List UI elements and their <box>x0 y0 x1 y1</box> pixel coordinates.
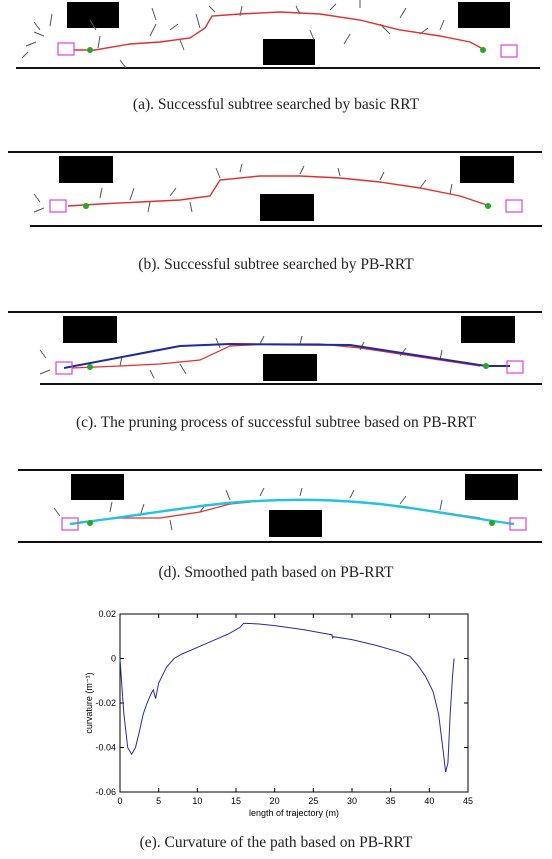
rrt-path <box>74 11 486 51</box>
node-dot <box>87 364 93 370</box>
node-dot <box>483 363 489 369</box>
caption-e: (e). Curvature of the path based on PB-R… <box>139 834 413 851</box>
y-axis-label: curvature (m⁻¹) <box>84 672 94 733</box>
obstacle <box>263 354 317 381</box>
y-tick-label: 0 <box>111 654 116 664</box>
y-tick-label: 0.02 <box>98 609 116 619</box>
obstacle <box>458 2 510 28</box>
rrt-scene-a <box>16 0 540 69</box>
node-dot <box>83 203 89 209</box>
obstacle <box>63 316 117 343</box>
rrt-path <box>67 175 491 207</box>
obstacle <box>67 2 119 28</box>
x-axis-label: length of trajectory (m) <box>249 808 339 818</box>
caption-b: (b). Successful subtree searched by PB-R… <box>138 256 414 273</box>
search-tree <box>33 163 453 213</box>
start-marker <box>55 361 73 375</box>
rrt-scene-c <box>8 311 542 385</box>
start-marker <box>57 42 75 56</box>
obstacle <box>465 474 518 500</box>
plot-area <box>119 613 469 793</box>
figure-b <box>0 148 552 234</box>
y-tick-label: -0.06 <box>95 787 116 797</box>
x-tick-label: 10 <box>192 796 202 806</box>
goal-marker <box>500 44 518 58</box>
node-dot <box>87 47 93 53</box>
obstacle <box>260 194 314 221</box>
figure-d <box>0 466 552 546</box>
x-tick-label: 35 <box>386 796 396 806</box>
smoothed-path <box>69 498 515 526</box>
obstacle <box>460 156 514 183</box>
y-tick-label: -0.02 <box>95 698 116 708</box>
x-axis-ticks: 0 5 10 15 20 25 30 35 40 45 <box>117 614 473 806</box>
x-tick-label: 20 <box>270 796 280 806</box>
x-tick-label: 25 <box>308 796 318 806</box>
caption-c: (c). The pruning process of successful s… <box>76 414 476 431</box>
rrt-scene-b <box>8 151 542 227</box>
curvature-chart-svg: 0.020-0.02-0.04-0.06 0 5 10 15 20 25 30 35 40 45 … <box>84 609 473 818</box>
goal-marker <box>505 199 523 213</box>
search-tree <box>21 0 445 69</box>
obstacle <box>461 316 515 343</box>
curvature-series-line <box>119 622 455 773</box>
obstacle <box>59 156 113 183</box>
search-tree <box>53 487 443 531</box>
node-dot <box>87 520 93 526</box>
obstacle <box>263 39 315 65</box>
figure-a <box>0 0 552 72</box>
x-tick-label: 5 <box>156 796 161 806</box>
goal-marker <box>509 517 527 531</box>
node-dot <box>489 520 495 526</box>
caption-a: (a). Successful subtree searched by basi… <box>132 96 420 113</box>
obstacle <box>71 474 124 500</box>
caption-d: (d). Smoothed path based on PB-RRT <box>158 564 394 581</box>
node-dot <box>480 47 486 53</box>
curvature-chart: 0.02 0 -0.02 -0.04 -0.06 0 5 10 15 20 25 30 35 40 45 … <box>0 600 552 820</box>
figure-c <box>0 308 552 388</box>
x-tick-label: 0 <box>117 796 122 806</box>
start-marker <box>49 199 67 213</box>
y-tick-label: -0.04 <box>95 743 116 753</box>
x-tick-label: 40 <box>424 796 434 806</box>
start-marker <box>61 517 79 531</box>
x-tick-label: 45 <box>463 796 473 806</box>
pruned-path <box>63 342 510 369</box>
x-tick-label: 30 <box>347 796 357 806</box>
goal-marker <box>506 360 524 374</box>
rrt-scene-d <box>18 469 542 543</box>
obstacle <box>269 510 322 537</box>
node-dot <box>485 203 491 209</box>
x-tick-label: 15 <box>231 796 241 806</box>
